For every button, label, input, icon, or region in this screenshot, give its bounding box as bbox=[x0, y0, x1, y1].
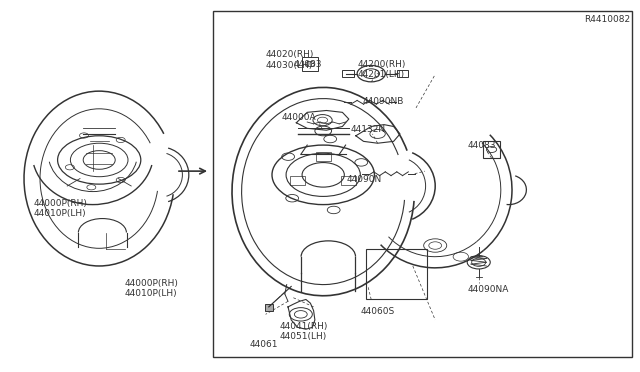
Bar bbox=[483, 141, 500, 158]
Text: R4410082: R4410082 bbox=[584, 15, 630, 24]
Bar bbox=[213, 11, 632, 357]
Bar bbox=[302, 57, 318, 71]
Bar bbox=[342, 70, 354, 77]
Text: 44083: 44083 bbox=[293, 60, 322, 68]
Bar bbox=[316, 152, 331, 161]
Bar bbox=[397, 70, 408, 77]
Text: 44020(RH)
44030(LH): 44020(RH) 44030(LH) bbox=[266, 50, 314, 70]
Text: 44000P(RH)
44010P(LH): 44000P(RH) 44010P(LH) bbox=[125, 279, 179, 298]
Text: 44041(RH)
44051(LH): 44041(RH) 44051(LH) bbox=[280, 322, 328, 341]
Bar bbox=[341, 176, 356, 185]
Bar bbox=[290, 176, 305, 185]
Text: 44132N: 44132N bbox=[350, 125, 385, 134]
Text: 44000A: 44000A bbox=[282, 113, 316, 122]
Text: 44090NB: 44090NB bbox=[363, 97, 404, 106]
Text: 44000P(RH)
44010P(LH): 44000P(RH) 44010P(LH) bbox=[33, 199, 87, 218]
Text: 44090N: 44090N bbox=[347, 175, 382, 184]
Text: 44090NA: 44090NA bbox=[467, 285, 509, 294]
Text: 44060S: 44060S bbox=[360, 307, 395, 316]
Text: 44083: 44083 bbox=[467, 141, 496, 150]
Text: 44200(RH)
44201(LH): 44200(RH) 44201(LH) bbox=[357, 60, 406, 79]
Text: 44061: 44061 bbox=[250, 340, 278, 349]
Bar bbox=[265, 304, 273, 311]
Bar bbox=[366, 249, 427, 299]
